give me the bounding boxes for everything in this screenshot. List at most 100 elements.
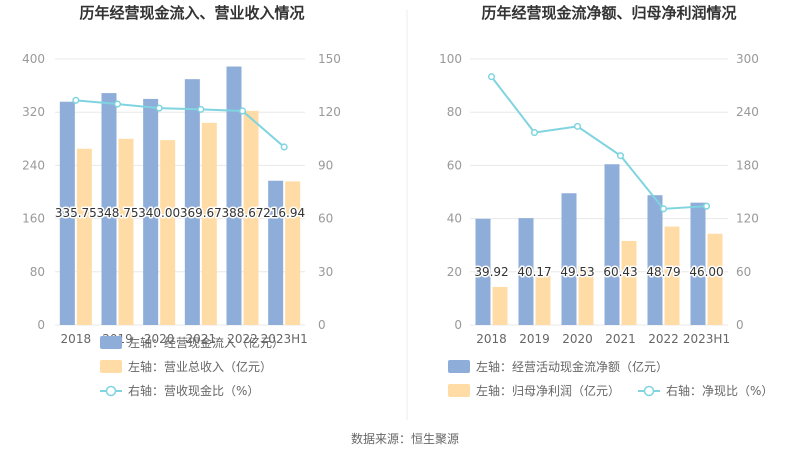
chart2-bar-primary <box>690 202 706 325</box>
chart2-left-tick: 100 <box>439 52 462 66</box>
chart1-legend-marker <box>105 385 117 397</box>
chart2-ratio-point <box>530 129 539 137</box>
chart1-x-tick: 2022 <box>227 332 258 346</box>
chart1-legend-label: 左轴：经营现金流入（亿元） <box>128 335 284 350</box>
chart1-bar-primary <box>143 98 159 326</box>
chart2-x-tick: 2018 <box>476 332 507 346</box>
chart1-right-tick: 0 <box>318 318 326 332</box>
chart2-x-tick: 2023H1 <box>683 332 730 346</box>
chart2-right-tick: 120 <box>736 212 759 226</box>
chart1-left-tick: 240 <box>22 158 45 172</box>
chart1-bar-label: 388.67 <box>222 206 264 220</box>
chart1-right-tick: 120 <box>318 105 341 119</box>
chart1-bar-label: 348.75 <box>97 206 139 220</box>
chart1-title: 历年经营现金流入、营业收入情况 <box>79 4 304 22</box>
chart1-ratio-point <box>280 143 288 151</box>
chart1-right-tick: 150 <box>318 52 341 66</box>
chart2-left-tick: 40 <box>447 212 462 226</box>
chart2-x-tick: 2021 <box>605 332 636 346</box>
chart2-right-tick: 60 <box>736 265 751 279</box>
chart2-bar-label: 46.00 <box>689 265 723 279</box>
chart1-bar-primary <box>268 180 284 325</box>
chart1-x-tick: 2020 <box>144 332 175 346</box>
chart2-x-tick: 2019 <box>519 332 550 346</box>
chart2-bar-secondary <box>707 233 723 325</box>
chart1-legend-label: 左轴：营业总收入（亿元） <box>128 359 272 374</box>
chart1-left-tick: 320 <box>22 105 45 119</box>
chart2-legend-label: 左轴：归母净利润（亿元） <box>476 383 620 398</box>
chart2-ratio-point <box>659 205 668 213</box>
chart2-right-tick: 180 <box>736 158 759 172</box>
chart1-left-tick: 160 <box>22 212 45 226</box>
chart1-ratio-point <box>238 107 247 115</box>
chart2-bar-primary <box>518 218 534 325</box>
chart2-bar-label: 48.79 <box>646 265 680 279</box>
chart1-left-tick: 400 <box>22 52 45 66</box>
chart2-ratio-point <box>702 202 711 210</box>
chart2-bar-label: 39.92 <box>474 265 508 279</box>
chart2-bar-primary <box>604 164 620 325</box>
chart2-x-tick: 2020 <box>562 332 593 346</box>
chart1-bar-primary <box>184 79 200 325</box>
chart1-bar-primary <box>101 93 117 325</box>
chart2-left-tick: 60 <box>447 158 462 172</box>
chart1-bar-secondary <box>118 138 134 325</box>
chart1-bar-secondary <box>201 122 217 325</box>
chart2-left-tick: 0 <box>454 318 462 332</box>
chart2-legend-label: 左轴：经营活动现金流净额（亿元） <box>476 359 668 374</box>
chart1-right-tick: 60 <box>318 212 333 226</box>
chart2-right-tick: 240 <box>736 105 759 119</box>
chart1-left-tick: 0 <box>37 318 45 332</box>
chart2-bar-label: 40.17 <box>517 265 551 279</box>
chart1-bar-label: 216.94 <box>263 206 305 220</box>
chart1-left-tick: 80 <box>30 265 45 279</box>
chart1-bar-secondary <box>76 148 92 325</box>
chart1-bar-primary <box>226 66 242 325</box>
chart2-title: 历年经营现金流净额、归母净利润情况 <box>481 4 736 22</box>
chart1-ratio-point <box>72 96 80 104</box>
chart1-bar-primary <box>59 101 75 325</box>
chart2-bar-primary <box>647 195 663 325</box>
chart1-legend-swatch <box>100 336 122 349</box>
chart2-ratio-point <box>573 122 582 130</box>
chart2-bar-label: 60.43 <box>603 265 637 279</box>
chart2-x-tick: 2022 <box>648 332 679 346</box>
chart2-bar-primary <box>475 218 491 325</box>
chart2-legend-label: 右轴：净现比（%） <box>666 383 773 398</box>
chart2-ratio-line <box>490 76 707 210</box>
chart1-bar-secondary <box>160 140 176 325</box>
source-note: 数据来源：恒生聚源 <box>351 431 459 446</box>
chart2-ratio-point <box>616 152 625 160</box>
chart1-legend-swatch <box>100 360 122 373</box>
chart1-x-tick: 2018 <box>61 332 92 346</box>
chart2-bar-secondary <box>578 265 594 325</box>
chart2-right-tick: 0 <box>736 318 744 332</box>
chart1-ratio-point <box>113 100 122 108</box>
chart2-bar-secondary <box>664 226 680 325</box>
chart2-bar-label: 49.53 <box>560 265 594 279</box>
chart2-legend-marker <box>643 385 655 397</box>
chart2-legend-swatch <box>448 360 470 373</box>
chart2-bar-secondary <box>621 240 637 325</box>
chart1-bar-label: 369.67 <box>180 206 222 220</box>
chart2-left-tick: 20 <box>447 265 462 279</box>
chart2-left-tick: 80 <box>447 105 462 119</box>
chart1-x-tick: 2021 <box>186 332 217 346</box>
chart2-legend-swatch <box>448 384 470 397</box>
chart1-right-tick: 90 <box>318 158 333 172</box>
chart1-ratio-line <box>75 99 285 148</box>
chart1-bar-label: 340.00 <box>138 206 180 220</box>
chart1-bar-label: 335.75 <box>55 206 97 220</box>
chart2-bar-primary <box>561 193 577 325</box>
chart2-right-tick: 300 <box>736 52 759 66</box>
chart2-bar-secondary <box>492 286 508 325</box>
chart1-x-tick: 2023H1 <box>261 332 308 346</box>
chart1-legend-label: 右轴：营收现金比（%） <box>128 383 259 398</box>
chart1-bar-secondary <box>285 181 301 325</box>
chart1-right-tick: 30 <box>318 265 333 279</box>
chart2-ratio-point <box>487 73 496 81</box>
chart2-bar-secondary <box>535 275 551 325</box>
chart1-bar-secondary <box>243 110 259 326</box>
